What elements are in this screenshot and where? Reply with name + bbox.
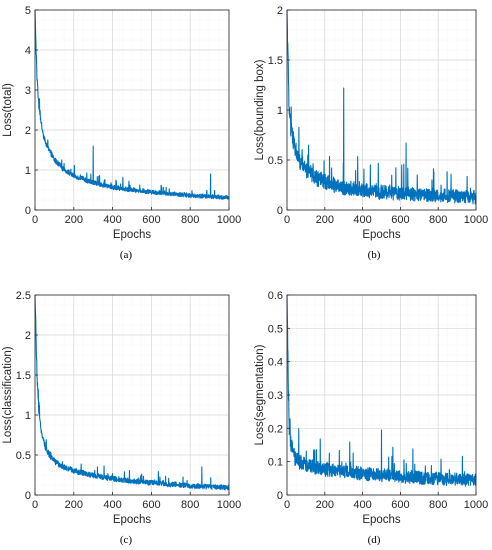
y-axis-label: Loss(classification) — [2, 346, 14, 443]
y-tick-label: 2 — [25, 330, 31, 342]
x-tick-label: 200 — [316, 499, 334, 511]
x-axis-label: Epochs — [362, 229, 401, 241]
y-tick-label: 0.5 — [268, 323, 283, 335]
chart-panel: 0 200 400 600 800 1000 0 0.5 1 1.5 2 2.5 Epochs Loss(… — [2, 290, 241, 546]
x-tick-label: 1000 — [217, 214, 241, 226]
x-axis-label: Epochs — [362, 514, 401, 526]
y-tick-label: 0.2 — [268, 423, 283, 435]
y-tick-label: 2.5 — [16, 290, 31, 302]
y-tick-label: 0.6 — [268, 290, 283, 302]
panel-label: (b) — [368, 249, 381, 261]
x-tick-label: 1000 — [464, 214, 488, 226]
x-tick-label: 0 — [32, 499, 38, 511]
y-tick-label: 1 — [277, 105, 283, 117]
axes-box — [34, 9, 230, 211]
y-tick-label: 0.5 — [16, 450, 31, 462]
x-tick-label: 400 — [353, 214, 371, 226]
x-tick-label: 600 — [142, 499, 160, 511]
x-tick-label: 800 — [181, 499, 199, 511]
x-tick-label: 800 — [181, 214, 199, 226]
y-axis-label: Loss(total) — [2, 83, 14, 137]
x-tick-label: 800 — [429, 214, 447, 226]
y-tick-label: 0 — [277, 490, 283, 502]
x-tick-label: 0 — [284, 214, 290, 226]
x-tick-label: 0 — [284, 499, 290, 511]
y-tick-label: 3 — [25, 85, 31, 97]
y-axis-label: Loss(bounding box) — [254, 59, 266, 160]
panel-label: (c) — [120, 534, 133, 546]
x-tick-label: 200 — [65, 214, 83, 226]
panel-label: (a) — [120, 249, 133, 261]
minor-grid — [34, 9, 230, 211]
axes-box — [34, 294, 230, 496]
y-axis-label: Loss(segmentation) — [254, 344, 266, 445]
y-tick-label: 0 — [277, 205, 283, 217]
loss-series-line — [286, 294, 477, 487]
loss-series-line — [34, 294, 230, 491]
chart-panel: 0 200 400 600 800 1000 0 1 2 3 4 5 Epochs Loss(total)… — [2, 5, 241, 261]
y-tick-label: 0 — [25, 490, 31, 502]
chart-panel: 0 200 400 600 800 1000 0 0.1 0.2 0.3 0.4 0.5 0.6 Epoc… — [254, 290, 488, 546]
y-tick-label: 0.1 — [268, 457, 283, 469]
y-tick-label: 1 — [25, 165, 31, 177]
x-tick-label: 600 — [391, 214, 409, 226]
x-tick-label: 1000 — [217, 499, 241, 511]
x-tick-label: 600 — [391, 499, 409, 511]
x-tick-label: 400 — [103, 499, 121, 511]
x-tick-label: 400 — [103, 214, 121, 226]
x-tick-label: 400 — [353, 499, 371, 511]
x-axis-label: Epochs — [113, 229, 152, 241]
y-tick-label: 0.3 — [268, 390, 283, 402]
x-axis-label: Epochs — [113, 514, 152, 526]
y-tick-label: 5 — [25, 5, 31, 17]
y-tick-label: 1.5 — [268, 55, 283, 67]
y-tick-label: 2 — [277, 5, 283, 17]
loss-series-line — [34, 9, 230, 200]
y-tick-label: 1.5 — [16, 370, 31, 382]
panel-label: (d) — [368, 534, 381, 546]
y-tick-label: 0.4 — [268, 357, 283, 369]
chart-panel: 0 200 400 600 800 1000 0 0.5 1 1.5 2 Epochs Loss(bou… — [254, 5, 488, 261]
x-tick-label: 0 — [32, 214, 38, 226]
x-tick-label: 200 — [65, 499, 83, 511]
y-tick-label: 0.5 — [268, 155, 283, 167]
y-tick-label: 4 — [25, 45, 31, 57]
x-tick-label: 1000 — [464, 499, 488, 511]
loss-series-line — [286, 9, 477, 205]
x-tick-label: 800 — [429, 499, 447, 511]
y-tick-label: 2 — [25, 125, 31, 137]
x-tick-label: 600 — [142, 214, 160, 226]
y-tick-label: 0 — [25, 205, 31, 217]
x-tick-label: 200 — [316, 214, 334, 226]
y-tick-label: 1 — [25, 410, 31, 422]
